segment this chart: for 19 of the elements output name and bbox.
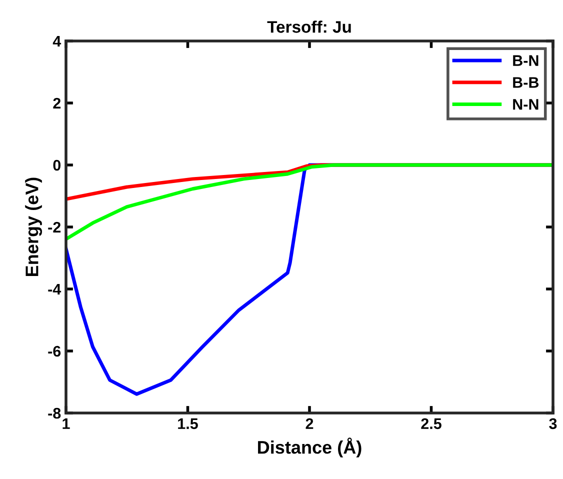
x-tick-label: 1: [62, 418, 70, 429]
x-axis-title: Distance (Å): [258, 438, 362, 458]
x-tick-label: 2: [306, 418, 314, 429]
legend-label: B-B: [513, 77, 539, 88]
legend-label: B-N: [513, 55, 538, 66]
y-tick-label: 0: [53, 160, 61, 171]
y-tick-label: -4: [48, 284, 62, 295]
y-tick-label: -8: [48, 408, 61, 419]
y-tick-label: -6: [48, 346, 61, 357]
y-axis-title: Energy (eV): [25, 178, 42, 276]
x-tick-label: 2.5: [421, 418, 442, 430]
y-tick-label: 4: [52, 36, 62, 47]
y-tick-label: -2: [48, 222, 61, 233]
chart-title: Tersoff: Ju: [267, 20, 351, 33]
legend-label: N-N: [513, 99, 538, 110]
x-tick-label: 3: [549, 418, 557, 430]
x-tick-label: 1.5: [178, 418, 198, 430]
y-tick-label: 2: [53, 98, 61, 109]
line-series: [66, 163, 553, 241]
